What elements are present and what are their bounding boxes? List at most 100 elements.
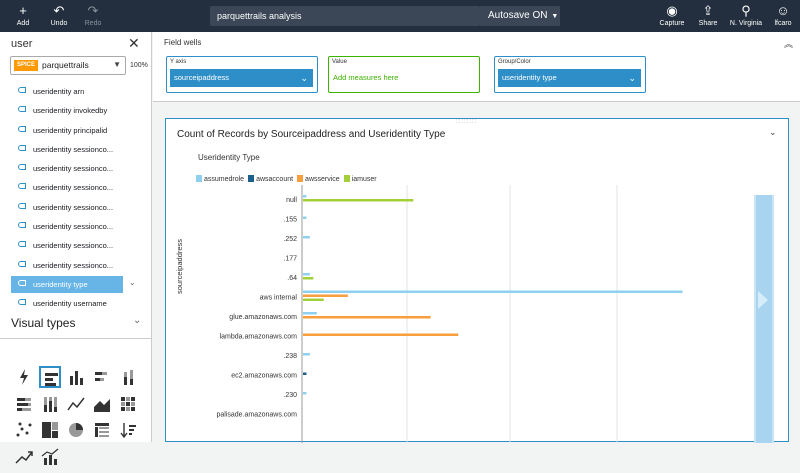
yaxis-well[interactable]: Y axis sourceipaddress ⌄ [166,56,318,93]
dimension-tag-icon [18,87,26,93]
camera-icon: ◉ [666,3,678,18]
user-menu-button[interactable]: ☺ lfcaro [768,2,798,30]
autosave-dropdown[interactable]: Autosave ON ▼ [480,6,560,26]
yaxis-field-pill[interactable]: sourceipaddress ⌄ [170,69,313,87]
stacked-vertical-bar-icon[interactable] [117,366,139,388]
legend-title: Useridentity Type [198,153,260,162]
user-icon: ☺ [776,3,790,18]
bar-awsservice [303,294,348,297]
field-item-label: useridentity sessionco... [33,183,114,193]
value-well-label: Value [332,59,347,65]
top-toolbar: + Add ↶ Undo ↷ Redo parquettrails analys… [0,0,800,32]
y-tick-label: .230 [283,392,297,399]
analysis-name-field[interactable]: parquettrails analysis [210,6,480,26]
plus-icon: + [19,3,27,18]
collapse-icon[interactable]: ⌄ [133,315,142,326]
dataset-select[interactable]: SPICE parquettrails ▼ [10,56,126,75]
group-field-pill[interactable]: useridentity type ⌄ [498,69,641,87]
legend-label: assumedrole [204,176,245,183]
field-item-label: useridentity sessionco... [33,222,114,232]
collapse-up-icon[interactable]: ︽ [784,39,794,49]
dimension-tag-icon [18,279,26,286]
field-item[interactable]: useridentity sessionco... [0,236,152,255]
field-item[interactable]: useridentity type ⌄ [0,275,152,294]
divider [0,338,152,339]
field-search-input[interactable]: user [11,38,33,50]
capture-button[interactable]: ◉ Capture [655,2,689,30]
add-button[interactable]: + Add [6,2,40,30]
bar-iamuser [303,199,414,202]
dimension-tag-icon [18,106,26,113]
bar-awsservice [303,316,431,319]
share-button[interactable]: ⇪ Share [691,2,725,30]
percent-vertical-bar-icon[interactable] [39,393,61,415]
bar-chart: null .155 .252 .177 .64 aws internal glue.amaz… [216,185,683,443]
field-item[interactable]: useridentity arn [0,82,152,101]
bar-assumedrole [303,353,310,356]
legend-item[interactable]: iamuser [343,175,377,183]
field-item-label: useridentity sessionco... [33,164,114,174]
legend-item[interactable]: assumedrole [196,175,244,183]
chevron-down-icon: ▼ [549,13,559,20]
y-tick-label: .155 [283,217,297,224]
field-item[interactable]: useridentity sessionco... [0,140,152,159]
field-item-label: useridentity type [33,279,88,289]
field-item-label: useridentity sessionco... [33,202,114,212]
yaxis-well-label: Y axis [170,59,187,65]
undo-button[interactable]: ↶ Undo [42,2,76,30]
dimension-tag-icon [18,164,26,171]
chevron-down-icon[interactable]: ⌄ [129,277,136,287]
line-chart-icon[interactable] [65,393,87,415]
dataset-name: parquettrails [42,60,89,70]
chart-scroll-thumb[interactable] [756,195,772,443]
area-line-chart-icon[interactable] [91,393,113,415]
y-tick-label: ec2.amazonaws.com [231,373,297,380]
sort-icon[interactable] [117,419,139,441]
pivot-table-icon[interactable] [91,419,113,441]
field-item[interactable]: useridentity sessionco... [0,159,152,178]
combo-chart-icon[interactable] [39,446,61,468]
chevron-down-icon: ⌄ [300,73,308,83]
region-button[interactable]: ⚲ N. Virginia [724,2,768,30]
field-item[interactable]: useridentity sessionco... [0,198,152,217]
bar-iamuser [303,277,314,280]
y-tick-label: .238 [283,353,297,360]
horizontal-bar-chart-icon[interactable] [39,366,61,388]
autograph-icon[interactable] [13,366,35,388]
visual-menu-chevron-icon[interactable]: ⌄ [769,127,777,137]
close-icon[interactable]: ✕ [128,35,140,51]
field-item[interactable]: useridentity sessionco... [0,256,152,275]
field-item[interactable]: useridentity sessionco... [0,217,152,236]
legend-item[interactable]: awsaccount [248,175,293,183]
field-item-label: useridentity arn [33,87,85,96]
field-item-label: useridentity sessionco... [33,260,114,270]
bar-assumedrole [303,290,683,293]
redo-icon: ↷ [87,3,99,18]
y-tick-label: aws internal [260,295,298,302]
scatter-plot-icon[interactable] [13,419,35,441]
redo-button[interactable]: ↷ Redo [76,2,110,30]
y-tick-label: palisade.amazonaws.com [216,412,297,419]
kpi-icon[interactable] [13,446,35,468]
value-well[interactable]: Value Add measures here [328,56,480,93]
field-item[interactable]: useridentity sessionco... [0,178,152,197]
field-item[interactable]: useridentity principalid [0,121,152,140]
dimension-tag-icon [18,260,26,267]
drag-handle-icon[interactable]: :::::::: [456,119,478,125]
group-color-well[interactable]: Group/Color useridentity type ⌄ [494,56,646,93]
field-wells: Field wells ︽ Y axis sourceipaddress ⌄ V… [153,32,800,102]
legend-item[interactable]: awsservice [297,175,340,183]
legend-swatch [196,175,202,182]
vertical-bar-chart-icon[interactable] [65,366,87,388]
pie-chart-icon[interactable] [65,419,87,441]
field-item[interactable]: useridentity invokedby [0,101,152,120]
tree-map-icon[interactable] [39,419,61,441]
dimension-tag-icon [18,125,26,132]
visual-card[interactable]: :::::::: Count of Records by Sourceipadd… [165,118,789,443]
stacked-horizontal-bar-icon[interactable] [91,366,113,388]
heat-map-icon[interactable] [117,393,139,415]
legend-label: awsaccount [256,176,294,183]
bar-awsaccount [303,372,307,375]
percent-horizontal-bar-icon[interactable] [13,393,35,415]
field-item[interactable]: useridentity username [0,294,152,313]
